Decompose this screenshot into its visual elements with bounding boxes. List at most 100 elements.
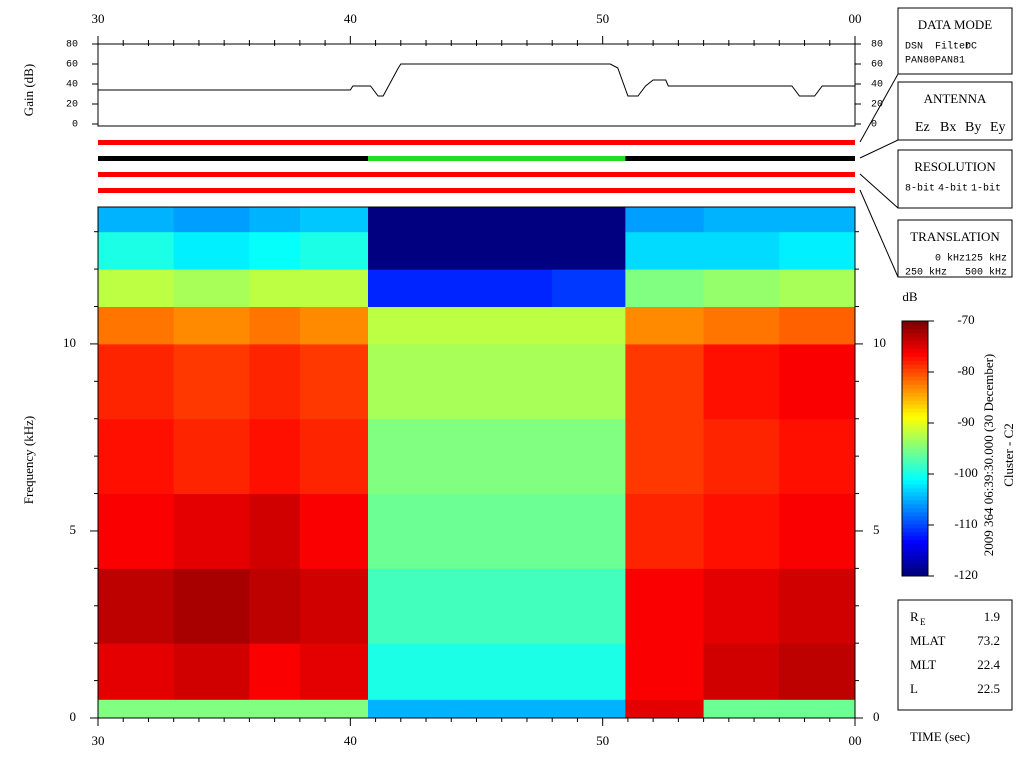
spectrogram-cell: [703, 493, 780, 569]
legend-item: Ez: [915, 120, 930, 135]
colorbar-swatch: [902, 384, 928, 390]
info-value: 73.2: [977, 633, 1000, 648]
spectrogram-cell: [779, 306, 856, 345]
legend-box: [897, 7, 1013, 75]
colorbar-swatch: [902, 436, 928, 442]
colorbar-swatch: [902, 540, 928, 545]
spectrogram-cell: [703, 343, 780, 420]
x-tick-label: 30: [92, 733, 105, 748]
colorbar-swatch: [902, 344, 928, 350]
colorbar-swatch: [902, 556, 928, 561]
colorbar-tick-label: -110: [954, 516, 977, 531]
spectrogram-cell: [552, 306, 626, 345]
colorbar-swatch: [902, 388, 928, 394]
status-bar: [367, 156, 626, 161]
spectrogram-cell: [703, 231, 780, 270]
spectrogram-cell: [552, 418, 626, 495]
colorbar-swatch: [902, 560, 928, 565]
spectrogram-cell: [451, 493, 553, 569]
info-label: R: [910, 609, 919, 624]
spectrogram-cell: [779, 207, 856, 233]
colorbar-swatch: [902, 360, 928, 366]
spectrogram-cell: [451, 207, 553, 233]
legend-item: 1-bit: [971, 183, 1001, 195]
spectrogram-cell: [451, 568, 553, 644]
y-tick-label: 5: [873, 522, 880, 537]
y-tick-label: 10: [63, 335, 76, 350]
colorbar-swatch: [902, 352, 928, 358]
colorbar-tick-label: -100: [954, 465, 978, 480]
colorbar-swatch: [902, 332, 928, 338]
legend-item: 500 kHz: [965, 267, 1007, 279]
y-tick-label: 0: [873, 709, 880, 724]
spectrogram-cell: [299, 306, 369, 345]
y-tick-label: 5: [70, 522, 77, 537]
colorbar-swatch: [902, 396, 928, 402]
spectrogram-cell: [779, 643, 856, 700]
legend-pointer: [859, 139, 899, 159]
legend-item: PAN81: [935, 56, 965, 67]
spectrogram-cell: [625, 207, 705, 233]
colorbar-swatch: [902, 448, 928, 453]
y-tick-label: 60: [871, 60, 883, 71]
spectrogram-cell: [98, 231, 175, 270]
y-tick-label: 20: [66, 100, 78, 111]
info-value: 22.4: [977, 657, 1000, 672]
spectrogram-cell: [779, 269, 856, 308]
spectrogram-cell: [367, 568, 452, 644]
spectrogram-cell: [299, 643, 369, 700]
x-tick-label: 40: [344, 733, 357, 748]
colorbar-swatch: [902, 484, 928, 489]
spectrogram-cell: [703, 207, 780, 233]
colorbar-swatch: [902, 356, 928, 362]
spectrogram-cell: [625, 231, 705, 270]
spacecraft: Cluster - C2: [1001, 423, 1016, 487]
colorbar-swatch: [902, 321, 928, 326]
legend-item: Filter: [935, 41, 971, 53]
spectrogram-cell: [249, 306, 301, 345]
colorbar-frame: [901, 320, 929, 577]
spectrogram-cell: [249, 568, 301, 644]
spectrogram-cell: [98, 306, 175, 345]
y-tick-label: 40: [871, 80, 883, 91]
spectrogram-cell: [451, 643, 553, 700]
colorbar-swatch: [902, 524, 928, 529]
spectrogram-cell: [367, 643, 452, 700]
colorbar-swatch: [902, 476, 928, 481]
spectrogram-cell: [299, 699, 369, 719]
spectrogram-cell: [552, 207, 626, 233]
timestamp: 2009 364 06:39:30.000 (30 December): [981, 354, 996, 557]
legend-pointer: [859, 189, 899, 278]
colorbar-swatch: [902, 464, 928, 469]
colorbar-swatch: [902, 324, 928, 330]
colorbar-swatch: [902, 336, 928, 342]
legend-item: By: [965, 120, 981, 135]
x-tick-label: 50: [596, 733, 609, 748]
y-tick-label: 0: [72, 120, 78, 131]
colorbar-swatch: [902, 348, 928, 354]
spectrogram-cell: [625, 493, 705, 569]
colorbar-tick-label: -80: [957, 363, 974, 378]
x-tick-label: 00: [849, 11, 862, 26]
y-tick-label: 0: [70, 709, 77, 724]
spectrogram-cell: [451, 343, 553, 420]
legend-pointer: [859, 73, 899, 143]
spectrogram-cell: [299, 207, 369, 233]
spectrogram-cell: [173, 231, 250, 270]
spectrogram-cell: [367, 269, 452, 308]
legend-item: 250 kHz: [905, 267, 947, 279]
gain-line: [98, 63, 855, 97]
x-tick-label: 40: [344, 11, 357, 26]
colorbar-swatch: [902, 516, 928, 521]
legend-title: ANTENNA: [924, 91, 987, 106]
status-bar: [98, 156, 368, 161]
spectrogram-cell: [451, 269, 553, 308]
legend-pointer: [859, 173, 899, 209]
spectrogram-cell: [98, 207, 175, 233]
spectrogram-cell: [299, 418, 369, 495]
info-value: 1.9: [984, 609, 1000, 624]
status-bar: [98, 172, 855, 177]
colorbar-swatch: [902, 408, 928, 414]
colorbar-tick-label: -120: [954, 567, 978, 582]
spectrogram-cell: [249, 231, 301, 270]
